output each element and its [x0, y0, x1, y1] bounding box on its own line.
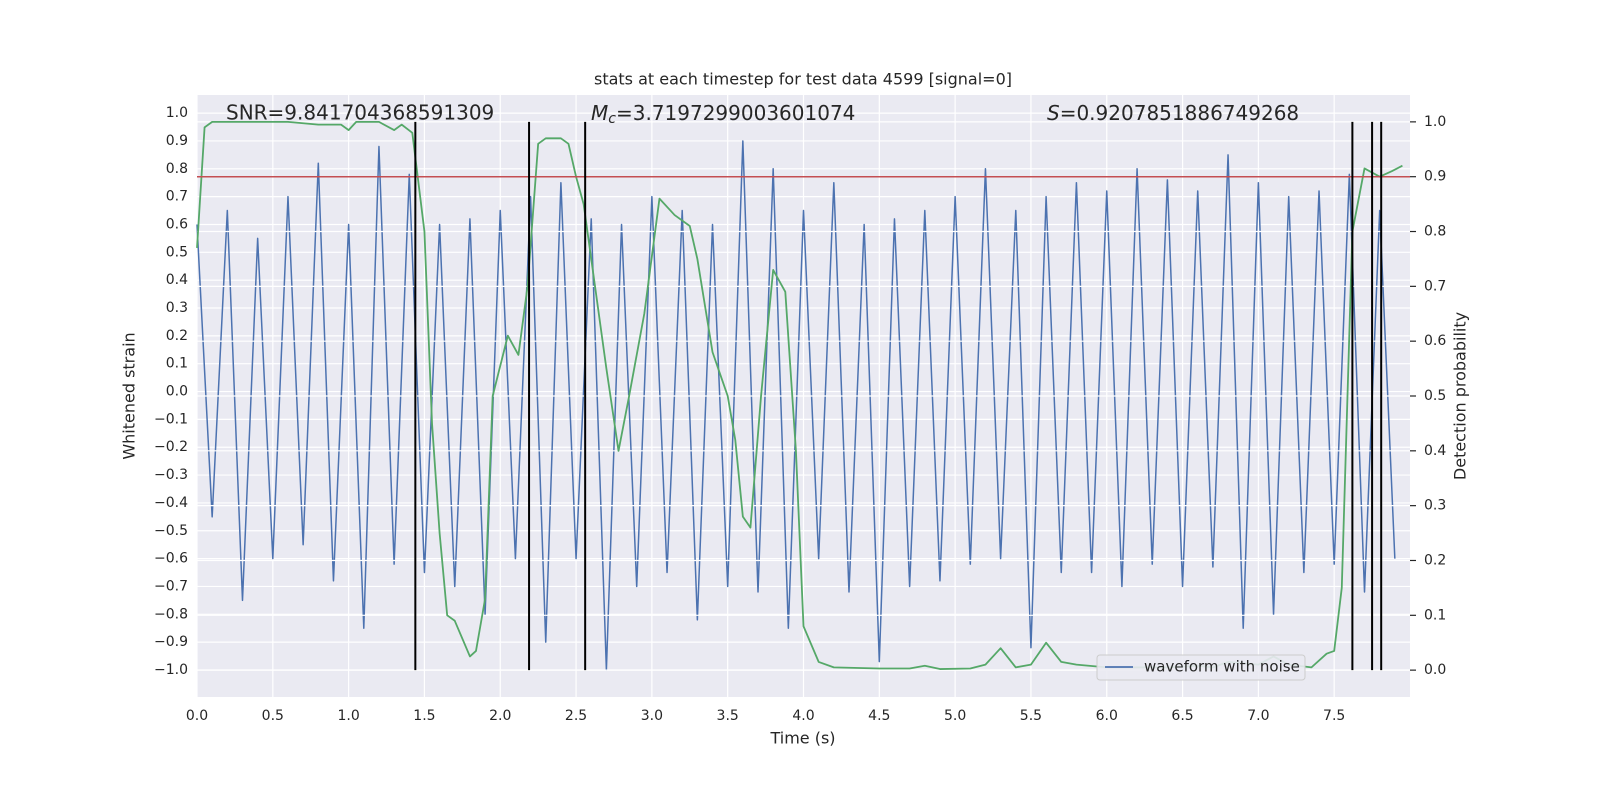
y-tick-label: 0.2	[166, 328, 188, 344]
y-tick-label: −0.1	[154, 411, 188, 427]
y2-tick-label: 0.0	[1424, 662, 1446, 678]
legend-box	[1096, 654, 1306, 681]
x-tick-label: 1.0	[337, 708, 359, 724]
x-tick-label: 0.0	[186, 708, 208, 724]
x-tick-label: 4.5	[868, 708, 890, 724]
y2-tick-label: 0.4	[1424, 443, 1446, 459]
y2-tick-label: 1.0	[1424, 114, 1446, 130]
y-tick-label: 0.7	[166, 189, 188, 205]
x-tick-label: 2.0	[489, 708, 511, 724]
y-tick-label: 0.9	[166, 133, 188, 149]
annotation: S=0.9207851886749268	[1047, 101, 1299, 125]
y-tick-label: −0.3	[154, 467, 188, 483]
x-tick-label: 4.0	[792, 708, 814, 724]
x-tick-label: 2.5	[565, 708, 587, 724]
y-tick-label: 0.5	[166, 244, 188, 260]
x-tick-label: 5.0	[944, 708, 966, 724]
y-tick-label: 0.4	[166, 272, 188, 288]
annotation-text: =0.9207851886749268	[1060, 101, 1299, 125]
y-tick-label: 0.3	[166, 300, 188, 316]
y2-tick-label: 0.6	[1424, 333, 1446, 349]
x-tick-label: 7.0	[1247, 708, 1269, 724]
y-tick-label: −0.9	[154, 634, 188, 650]
y2-axis-label: Detection probability	[1451, 312, 1470, 480]
y-tick-label: 0.8	[166, 161, 188, 177]
y-tick-label: −0.5	[154, 523, 188, 539]
annotation-symbol: S	[1047, 101, 1060, 125]
y-tick-label: −0.7	[154, 578, 188, 594]
y2-tick-label: 0.3	[1424, 498, 1446, 514]
chart-title: stats at each timestep for test data 459…	[594, 70, 1012, 89]
y-axis-label: Whitened strain	[120, 332, 139, 459]
x-tick-label: 3.5	[717, 708, 739, 724]
x-tick-label: 1.5	[413, 708, 435, 724]
x-tick-label: 3.0	[641, 708, 663, 724]
x-tick-label: 6.0	[1096, 708, 1118, 724]
annotation-symbol: M	[591, 101, 608, 125]
y2-tick-label: 0.7	[1424, 278, 1446, 294]
annotation-subscript: c	[608, 111, 616, 127]
legend-label: waveform with noise	[1144, 658, 1300, 676]
y-tick-label: −0.6	[154, 551, 188, 567]
data-line	[196, 140, 1396, 671]
annotation: Mc=3.7197299003601074	[591, 101, 855, 128]
y-tick-label: −0.4	[154, 495, 188, 511]
y-tick-label: −0.8	[154, 606, 188, 622]
y2-tick-label: 0.8	[1424, 224, 1446, 240]
annotation: SNR=9.841704368591309	[226, 101, 494, 125]
y-tick-label: 0.0	[166, 384, 188, 400]
y-tick-label: −0.2	[154, 439, 188, 455]
annotation-text: =3.7197299003601074	[616, 101, 855, 125]
y2-tick-label: 0.2	[1424, 552, 1446, 568]
x-tick-label: 0.5	[262, 708, 284, 724]
y2-tick-label: 0.9	[1424, 169, 1446, 185]
x-tick-label: 7.5	[1323, 708, 1345, 724]
y-tick-label: −1.0	[154, 662, 188, 678]
x-tick-label: 5.5	[1020, 708, 1042, 724]
y-tick-label: 0.1	[166, 356, 188, 372]
x-axis-label: Time (s)	[769, 729, 835, 748]
x-tick-label: 6.5	[1171, 708, 1193, 724]
y2-tick-label: 0.5	[1424, 388, 1446, 404]
y-tick-label: 0.6	[166, 216, 188, 232]
y-tick-label: 1.0	[166, 105, 188, 121]
y2-tick-label: 0.1	[1424, 607, 1446, 623]
